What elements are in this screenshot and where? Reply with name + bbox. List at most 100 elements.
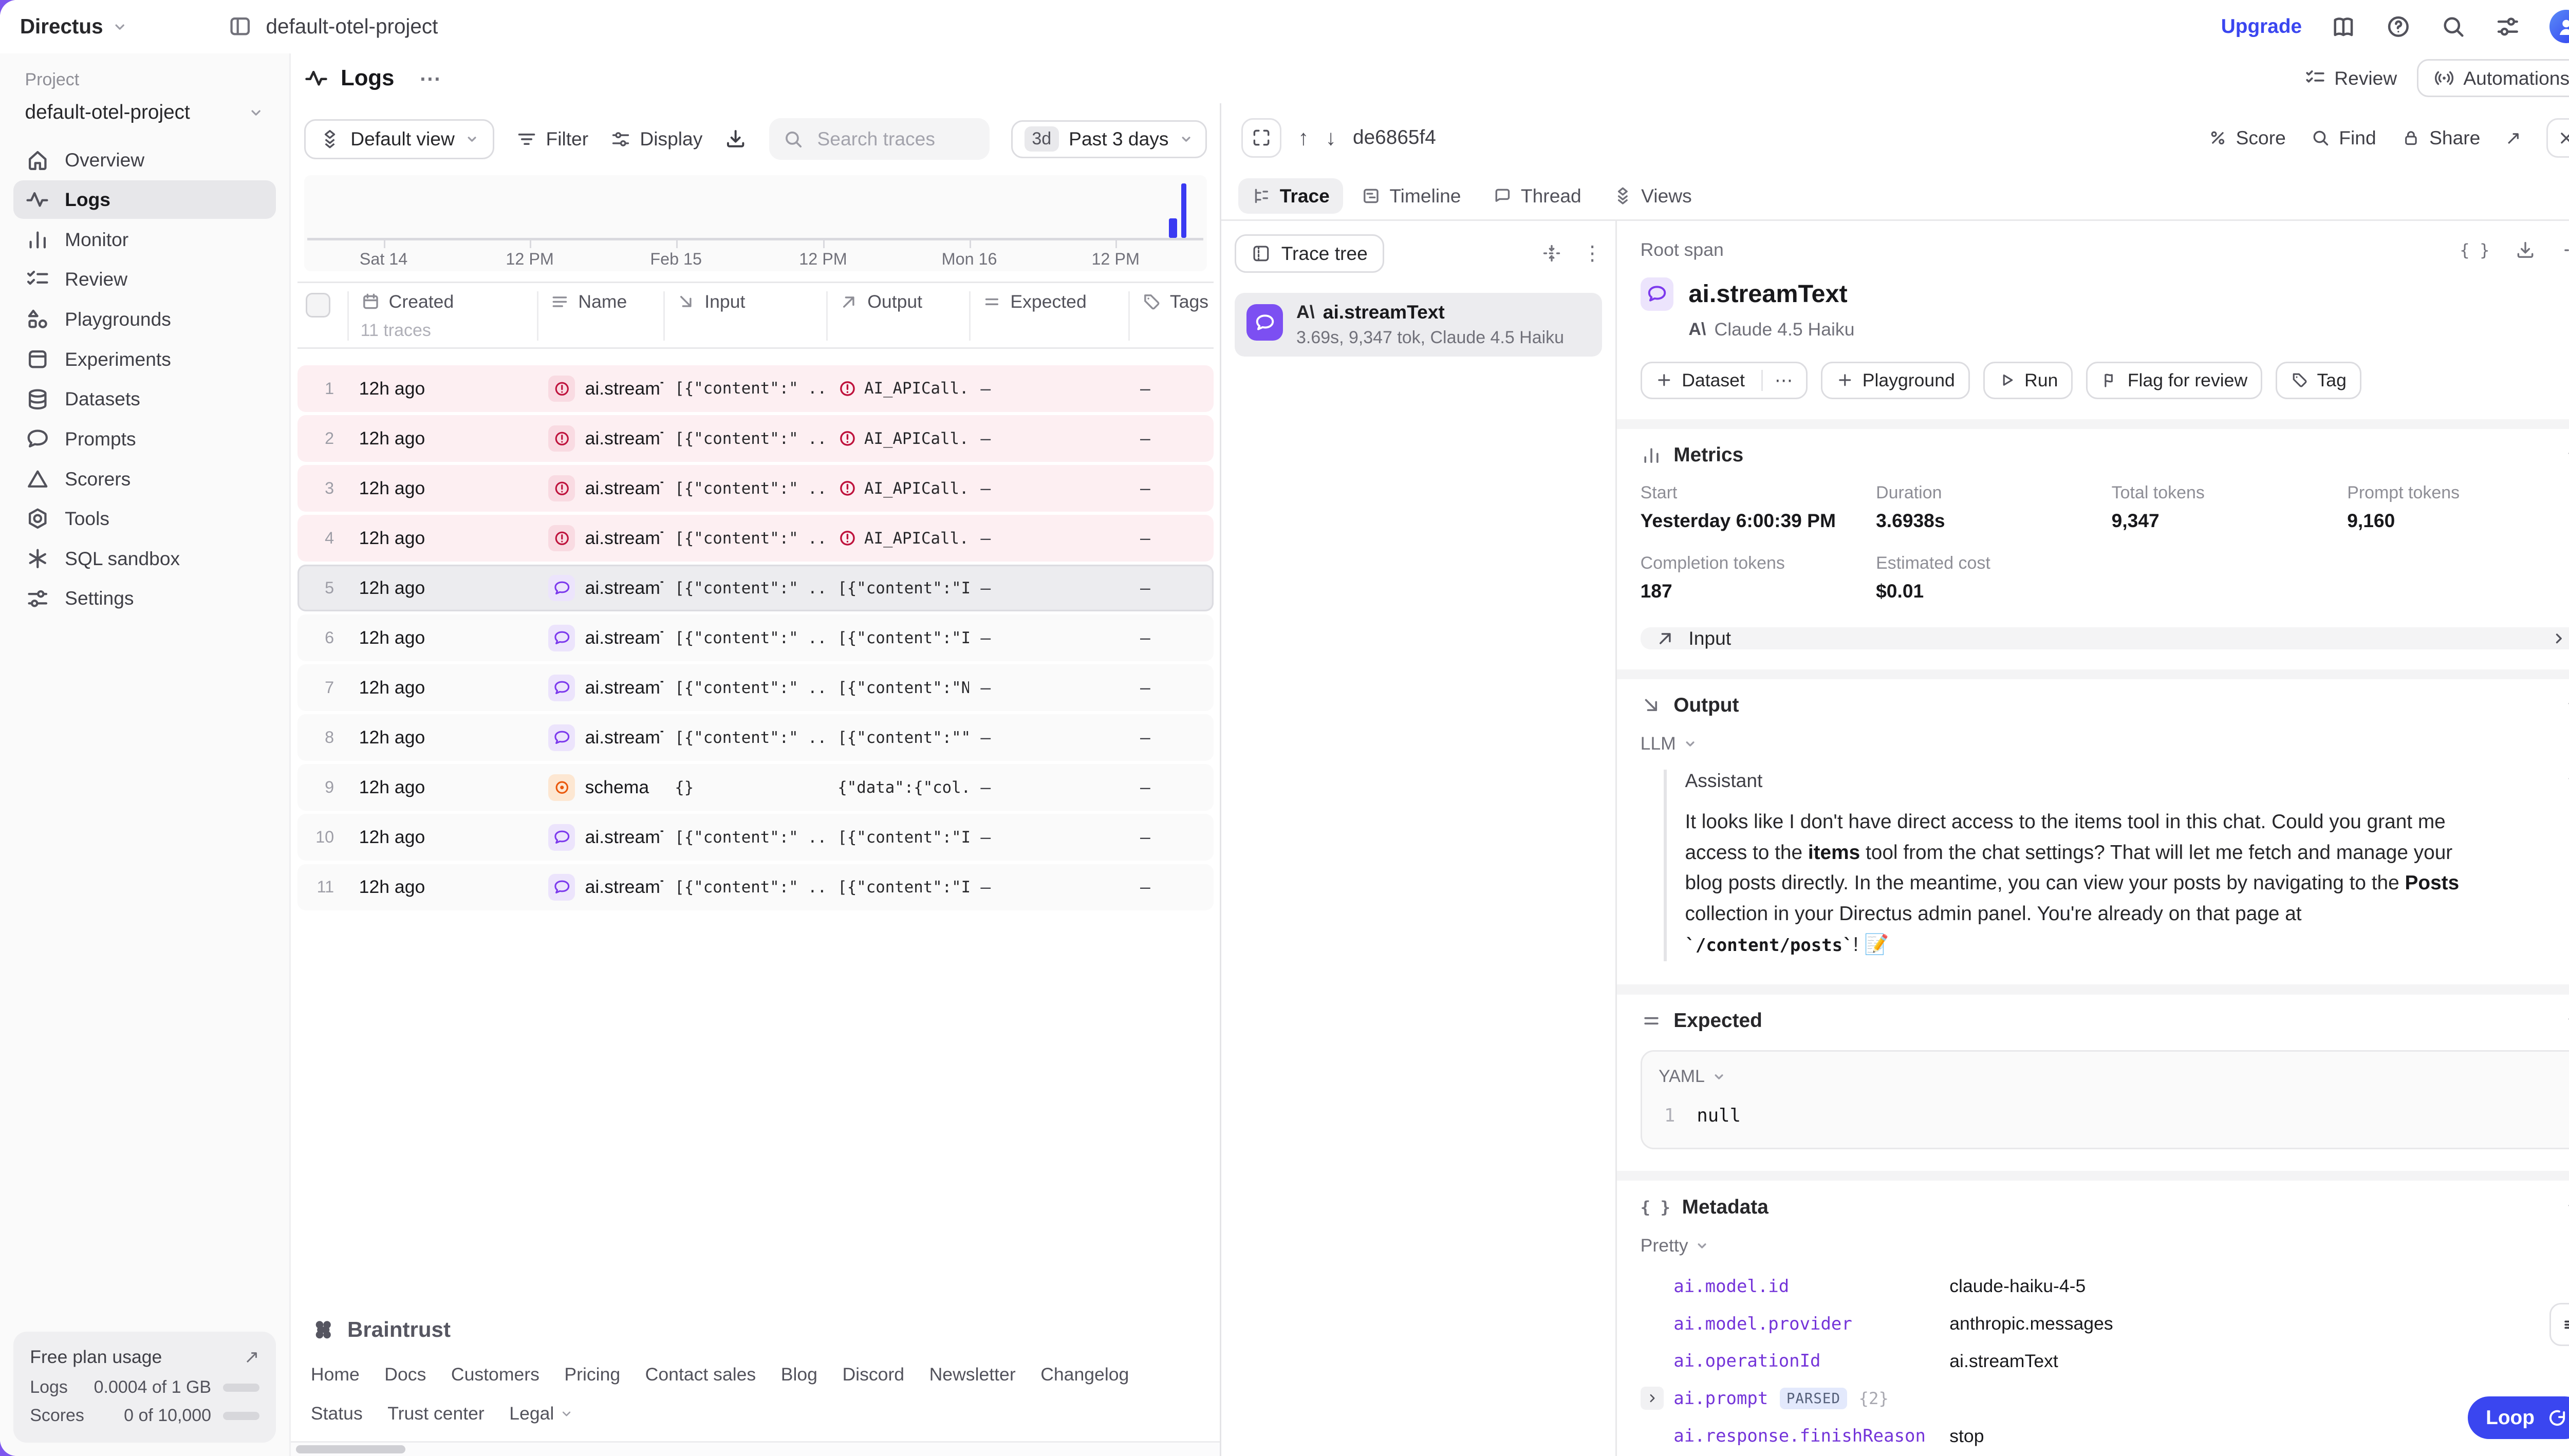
table-row[interactable]: 5 12h ago ai.streamT... [{"content":" ..… xyxy=(297,565,1214,611)
column-header-input[interactable]: Input xyxy=(663,291,826,341)
filter-button[interactable]: Filter xyxy=(516,128,588,150)
automations-button[interactable]: Automations xyxy=(2417,59,2569,98)
expand-panel-button[interactable] xyxy=(1241,118,1281,158)
close-panel-button[interactable] xyxy=(2546,118,2569,158)
select-all-checkbox[interactable] xyxy=(306,292,331,318)
review-button[interactable]: Review xyxy=(2304,67,2397,89)
preferences-icon[interactable] xyxy=(2494,13,2521,40)
histogram-bar[interactable] xyxy=(1168,218,1177,238)
column-header-created[interactable]: Created 11 traces xyxy=(347,291,537,341)
score-button[interactable]: Score xyxy=(2208,127,2286,149)
sidebar-item-logs[interactable]: Logs xyxy=(13,180,276,219)
loop-button[interactable]: Loop xyxy=(2467,1396,2569,1440)
braintrust-brand[interactable]: Braintrust xyxy=(311,1317,1200,1342)
find-button[interactable]: Find xyxy=(2311,127,2376,149)
tag-button[interactable]: Tag xyxy=(2275,361,2361,399)
table-row[interactable]: 11 12h ago ai.streamT... [{"content":" .… xyxy=(297,864,1214,911)
sidebar-item-settings[interactable]: Settings xyxy=(13,580,276,618)
metadata-section-header[interactable]: { } Metadata xyxy=(1617,1181,2569,1233)
scroll-grip-button[interactable] xyxy=(2549,1303,2569,1347)
docs-icon[interactable] xyxy=(2330,13,2357,40)
footer-link-trust-center[interactable]: Trust center xyxy=(387,1403,485,1424)
footer-link-home[interactable]: Home xyxy=(310,1364,360,1385)
footer-link-discord[interactable]: Discord xyxy=(842,1364,905,1385)
column-header-name[interactable]: Name xyxy=(536,291,663,341)
tab-thread[interactable]: Thread xyxy=(1479,178,1595,214)
footer-link-customers[interactable]: Customers xyxy=(451,1364,539,1385)
sidebar-item-overview[interactable]: Overview xyxy=(13,141,276,179)
collapse-sections-icon[interactable] xyxy=(2561,239,2569,261)
column-header-tags[interactable]: Tags xyxy=(1128,291,1213,341)
share-button[interactable]: Share xyxy=(2401,127,2480,149)
table-row[interactable]: 4 12h ago ai.streamT... [{"content":" ..… xyxy=(297,515,1214,562)
output-mode-selector[interactable]: LLM xyxy=(1617,732,2569,761)
table-row[interactable]: 10 12h ago ai.streamT... [{"content":" .… xyxy=(297,814,1214,861)
footer-link-changelog[interactable]: Changelog xyxy=(1040,1364,1129,1385)
org-switcher[interactable]: Directus xyxy=(20,14,128,39)
footer-link-pricing[interactable]: Pricing xyxy=(564,1364,621,1385)
flag-for-review-button[interactable]: Flag for review xyxy=(2086,361,2263,399)
page-menu-button[interactable]: ⋯ xyxy=(419,66,443,90)
expander-closed[interactable] xyxy=(1640,1386,1664,1410)
playground-button[interactable]: Playground xyxy=(1821,361,1970,399)
external-link-icon[interactable]: ↗ xyxy=(244,1346,259,1367)
export-icon[interactable] xyxy=(724,127,747,151)
search-icon[interactable] xyxy=(2440,13,2467,40)
column-header-expected[interactable]: Expected xyxy=(969,291,1129,341)
time-range-selector[interactable]: 3d Past 3 days xyxy=(1011,120,1207,158)
output-section-header[interactable]: Output xyxy=(1617,679,2569,732)
chevron-down-icon[interactable] xyxy=(2564,771,2569,790)
sidebar-item-scorers[interactable]: Scorers xyxy=(13,460,276,498)
histogram-bar[interactable] xyxy=(1181,183,1187,238)
table-row[interactable]: 8 12h ago ai.streamT... [{"content":" ..… xyxy=(297,714,1214,761)
sidebar-item-playgrounds[interactable]: Playgrounds xyxy=(13,300,276,338)
project-selector[interactable]: default-otel-project xyxy=(13,93,276,132)
metrics-section-header[interactable]: Metrics xyxy=(1617,429,2569,481)
open-external-icon[interactable]: ↗ xyxy=(2505,127,2522,149)
next-trace-button[interactable]: ↓ xyxy=(1325,125,1336,150)
dataset-button[interactable]: Dataset ⋯ xyxy=(1640,361,1808,399)
sidebar-item-sql-sandbox[interactable]: SQL sandbox xyxy=(13,539,276,577)
prev-trace-button[interactable]: ↑ xyxy=(1298,125,1309,150)
tab-views[interactable]: Views xyxy=(1599,178,1705,214)
trace-tree-button[interactable]: Trace tree xyxy=(1235,234,1384,273)
display-button[interactable]: Display xyxy=(610,128,702,150)
footer-link-contact-sales[interactable]: Contact sales xyxy=(645,1364,756,1385)
sidebar-item-prompts[interactable]: Prompts xyxy=(13,420,276,458)
sidebar-item-review[interactable]: Review xyxy=(13,260,276,298)
tab-timeline[interactable]: Timeline xyxy=(1348,178,1474,214)
sidebar-item-tools[interactable]: Tools xyxy=(13,499,276,537)
metadata-mode-selector[interactable]: Pretty xyxy=(1617,1234,2569,1268)
expected-editor[interactable]: YAML 1 null xyxy=(1640,1050,2569,1150)
horizontal-scrollbar[interactable] xyxy=(291,1441,1220,1456)
dataset-more-button[interactable]: ⋯ xyxy=(1761,369,1793,391)
help-icon[interactable] xyxy=(2385,13,2412,40)
input-section-collapsed[interactable]: Input xyxy=(1640,627,2569,649)
traces-histogram[interactable]: Sat 14 12 PM Feb 15 12 PM Mon 16 12 PM xyxy=(304,175,1207,272)
table-row[interactable]: 3 12h ago ai.streamT... [{"content":" ..… xyxy=(297,465,1214,512)
footer-link-docs[interactable]: Docs xyxy=(384,1364,426,1385)
table-row[interactable]: 2 12h ago ai.streamT... [{"content":" ..… xyxy=(297,415,1214,462)
footer-link-blog[interactable]: Blog xyxy=(780,1364,817,1385)
table-row[interactable]: 1 12h ago ai.streamT... [{"content":" ..… xyxy=(297,365,1214,412)
horizontal-scrollbar-thumb[interactable] xyxy=(295,1445,406,1453)
search-traces-field[interactable] xyxy=(769,118,990,160)
sidebar-item-experiments[interactable]: Experiments xyxy=(13,340,276,378)
avatar[interactable] xyxy=(2549,10,2569,44)
tab-trace[interactable]: Trace xyxy=(1238,178,1343,214)
table-row[interactable]: 9 12h ago schema {} {"data":{"col... – – xyxy=(297,764,1214,811)
footer-link-status[interactable]: Status xyxy=(310,1403,363,1424)
tree-menu-button[interactable]: ⋮ xyxy=(1582,242,1603,265)
run-button[interactable]: Run xyxy=(1983,361,2073,399)
sidebar-toggle-icon[interactable] xyxy=(228,14,253,39)
expected-format-selector[interactable]: YAML xyxy=(1659,1067,2564,1087)
expected-section-header[interactable]: Expected xyxy=(1617,995,2569,1047)
footer-link-newsletter[interactable]: Newsletter xyxy=(929,1364,1016,1385)
download-icon[interactable] xyxy=(2515,239,2536,261)
sidebar-item-monitor[interactable]: Monitor xyxy=(13,220,276,258)
trace-tree-node[interactable]: A\ ai.streamText 3.69s, 9,347 tok, Claude… xyxy=(1235,292,1603,357)
table-row[interactable]: 7 12h ago ai.streamT... [{"content":" ..… xyxy=(297,664,1214,711)
view-selector[interactable]: Default view xyxy=(304,119,495,159)
upgrade-link[interactable]: Upgrade xyxy=(2221,15,2302,38)
search-traces-input[interactable] xyxy=(814,126,977,152)
